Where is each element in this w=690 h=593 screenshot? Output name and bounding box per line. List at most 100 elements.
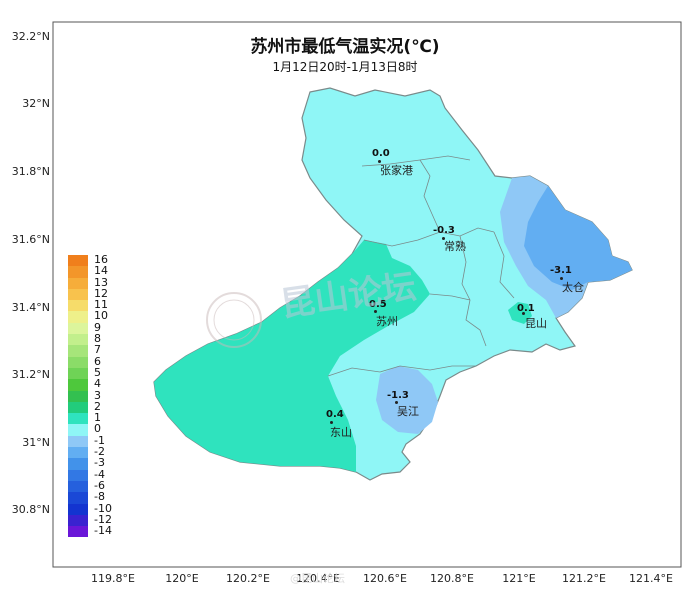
- station-value: 0.1: [517, 303, 535, 314]
- legend-swatch: [68, 379, 88, 391]
- legend-swatch: [68, 492, 88, 504]
- legend-swatch: [68, 424, 88, 436]
- legend-swatch: [68, 401, 88, 414]
- legend-swatch: [68, 447, 88, 459]
- lat-label: 32°N: [22, 97, 50, 110]
- legend-swatch: [68, 390, 88, 402]
- station-name: 苏州: [376, 315, 398, 328]
- station-marker: [395, 401, 398, 404]
- station-name: 常熟: [444, 240, 466, 253]
- legend-label: -2: [94, 445, 105, 459]
- station-marker: [378, 160, 381, 163]
- legend-label: 3: [94, 388, 101, 402]
- zone-neg2-to-neg1-wujiang: [376, 366, 438, 434]
- legend-swatch: [68, 345, 88, 357]
- legend-label: 14: [94, 264, 108, 278]
- legend-label: -10: [94, 501, 112, 515]
- lat-label: 31°N: [22, 436, 50, 449]
- legend-swatch: [68, 277, 88, 289]
- legend-label: -1: [94, 433, 105, 447]
- lat-label: 31.4°N: [11, 301, 50, 314]
- legend-label: 7: [94, 343, 101, 357]
- legend-label: 12: [94, 286, 108, 300]
- station-marker: [522, 312, 525, 315]
- legend-label: 1: [94, 411, 101, 425]
- legend-swatch: [68, 356, 88, 368]
- legend-label: -6: [94, 478, 105, 492]
- station-name: 太仓: [562, 281, 584, 294]
- lon-label: 121.2°E: [562, 572, 606, 585]
- legend-swatch: [68, 300, 88, 312]
- legend-swatch: [68, 435, 88, 448]
- station-value: -1.3: [387, 390, 409, 401]
- legend-label: -12: [94, 512, 112, 526]
- lon-label: 121°E: [502, 572, 536, 585]
- legend-swatch: [68, 469, 88, 481]
- legend-label: -14: [94, 524, 112, 538]
- station-value: 0.0: [372, 148, 390, 159]
- legend-label: 4: [94, 377, 101, 391]
- lon-label: 121.4°E: [629, 572, 673, 585]
- lat-label: 32.2°N: [11, 30, 50, 43]
- legend-label: 8: [94, 332, 101, 346]
- legend-swatch: [68, 480, 88, 493]
- station-name: 昆山: [525, 317, 547, 330]
- legend-swatch: [68, 503, 88, 515]
- legend-label: 2: [94, 399, 101, 413]
- station-value: -3.1: [550, 265, 572, 276]
- watermark-seal-icon: [206, 292, 262, 348]
- legend-swatch: [68, 311, 88, 323]
- lon-label: 120°E: [165, 572, 199, 585]
- zone-0-to-1-west: [154, 240, 430, 472]
- station-value: 0.4: [326, 409, 344, 420]
- station-name: 吴江: [397, 405, 419, 418]
- county-boundaries: [327, 155, 515, 377]
- zone-0-to-1-kunshan: [508, 302, 532, 324]
- station-marker: [442, 237, 445, 240]
- lon-label: 120.6°E: [363, 572, 407, 585]
- legend-label: -8: [94, 490, 105, 504]
- lon-label: 120.4°E: [296, 572, 340, 585]
- lat-label: 31.6°N: [11, 233, 50, 246]
- station-marker: [330, 421, 333, 424]
- station-marker: [374, 310, 377, 313]
- legend-swatch: [68, 514, 88, 527]
- legend-label: 10: [94, 309, 108, 323]
- lat-label: 31.2°N: [11, 368, 50, 381]
- legend-swatch: [68, 334, 88, 346]
- legend-label: 11: [94, 298, 108, 312]
- legend-swatch: [68, 288, 88, 301]
- station-value: 0.5: [369, 299, 387, 310]
- weibo-watermark: @昆山论坛: [290, 572, 345, 585]
- legend-label: 16: [94, 253, 108, 266]
- lon-label: 120.2°E: [226, 572, 270, 585]
- map-title: 苏州市最低气温实况(℃): [250, 37, 440, 57]
- station-value: -0.3: [433, 225, 455, 236]
- plot-frame: [52, 21, 682, 568]
- station-marker: [560, 277, 563, 280]
- legend-label: -4: [94, 467, 105, 481]
- legend-swatch: [68, 367, 88, 380]
- legend-label: 0: [94, 422, 101, 436]
- station-name: 张家港: [380, 164, 413, 177]
- legend-swatch: [68, 255, 88, 267]
- station-name: 东山: [330, 426, 352, 439]
- legend-swatch: [68, 322, 88, 335]
- lon-label: 119.8°E: [91, 572, 135, 585]
- lat-label: 31.8°N: [11, 165, 50, 178]
- legend-label: 13: [94, 275, 108, 289]
- legend-swatch: [68, 458, 88, 470]
- legend-swatch: [68, 526, 88, 538]
- legend-label: 6: [94, 354, 101, 368]
- legend-label: -3: [94, 456, 105, 470]
- map-subtitle: 1月12日20时-1月13日8时: [272, 60, 418, 74]
- legend-swatch: [68, 266, 88, 278]
- legend-label: 5: [94, 365, 101, 379]
- zone-neg3-to-neg2-taicang: [524, 186, 632, 290]
- lat-label: 30.8°N: [11, 503, 50, 516]
- legend-label: 9: [94, 320, 101, 334]
- legend-swatch: [68, 413, 88, 425]
- lon-label: 120.8°E: [430, 572, 474, 585]
